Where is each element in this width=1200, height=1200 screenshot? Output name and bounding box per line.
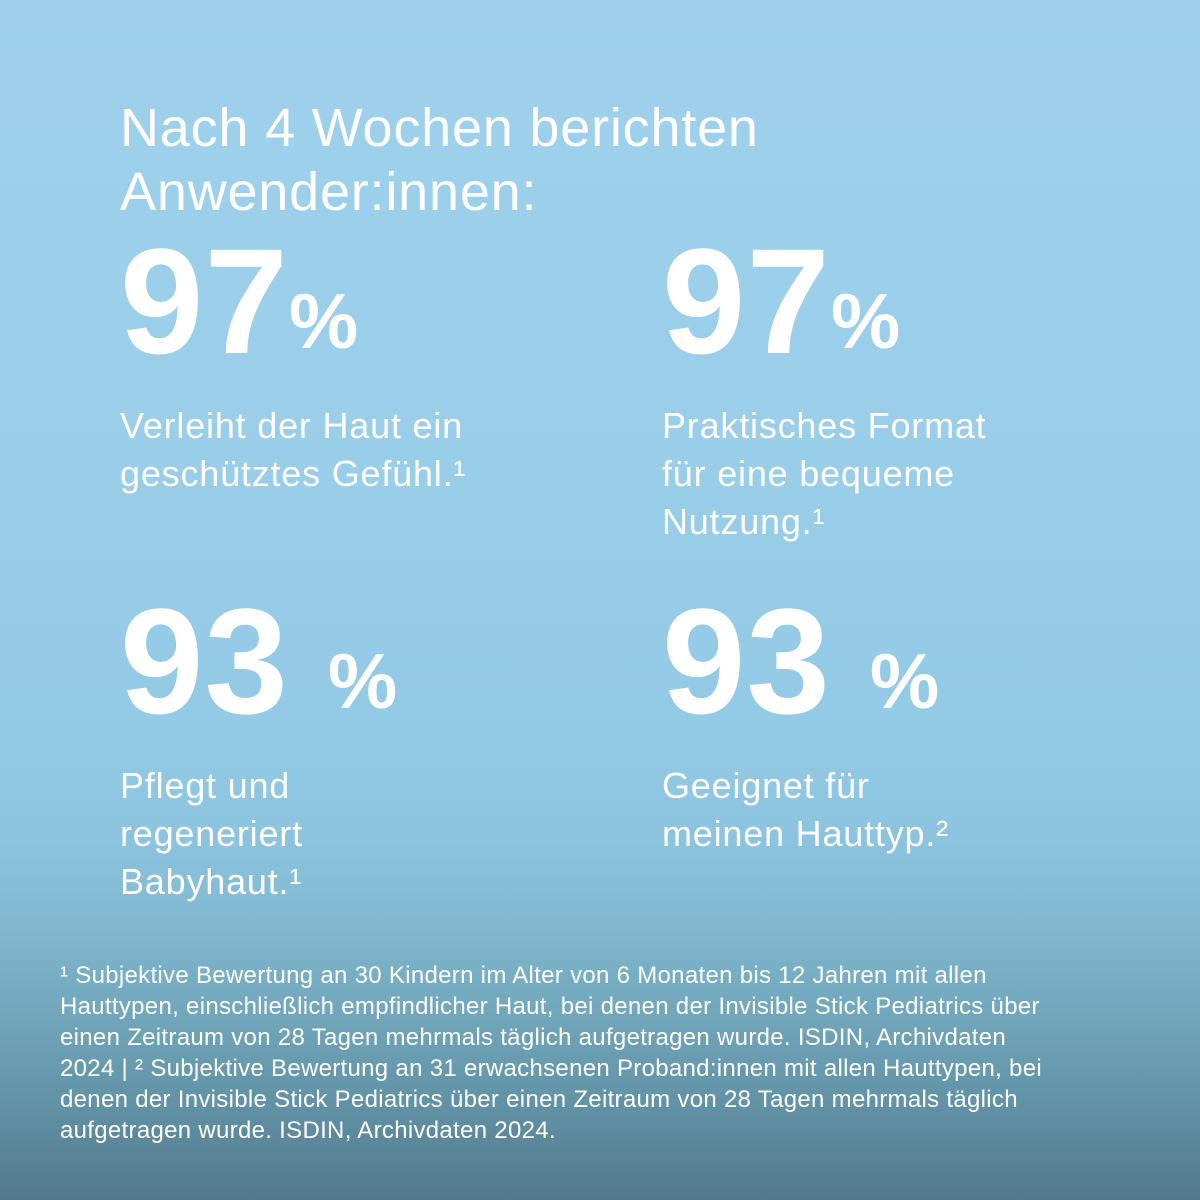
stat-value-line: 93 %	[120, 586, 650, 756]
stat-description: Pflegt und regeneriert Babyhaut.¹	[120, 765, 303, 902]
stat-value: 97	[120, 217, 289, 385]
stat-description: Geeignet für meinen Hauttyp.²	[662, 765, 949, 854]
stat-value-line: 97%	[662, 226, 1192, 396]
stat-card-practical-format: 97% Praktisches Format für eine bequeme …	[662, 226, 1192, 546]
percent-sign: %	[288, 277, 359, 365]
stat-value-line: 97%	[120, 226, 650, 396]
percent-sign: %	[288, 637, 398, 725]
stat-value: 93	[662, 577, 831, 745]
percent-sign: %	[830, 637, 940, 725]
percent-sign: %	[830, 277, 901, 365]
stat-description: Praktisches Format für eine bequeme Nutz…	[662, 405, 987, 542]
stat-value-line: 93 %	[662, 586, 1192, 756]
footnote: ¹ Subjektive Bewertung an 30 Kindern im …	[60, 962, 1042, 1144]
stat-card-skin-type: 93 % Geeignet für meinen Hauttyp.²	[662, 586, 1192, 858]
stat-description: Verleiht der Haut ein geschütztes Gefühl…	[120, 405, 467, 494]
stat-value: 97	[662, 217, 831, 385]
page-title: Nach 4 Wochen berichten Anwender:innen:	[120, 98, 759, 223]
stat-card-baby-skin: 93 % Pflegt und regeneriert Babyhaut.¹	[120, 586, 650, 906]
stat-card-protected-feel: 97% Verleiht der Haut ein geschütztes Ge…	[120, 226, 650, 498]
stat-value: 93	[120, 577, 289, 745]
